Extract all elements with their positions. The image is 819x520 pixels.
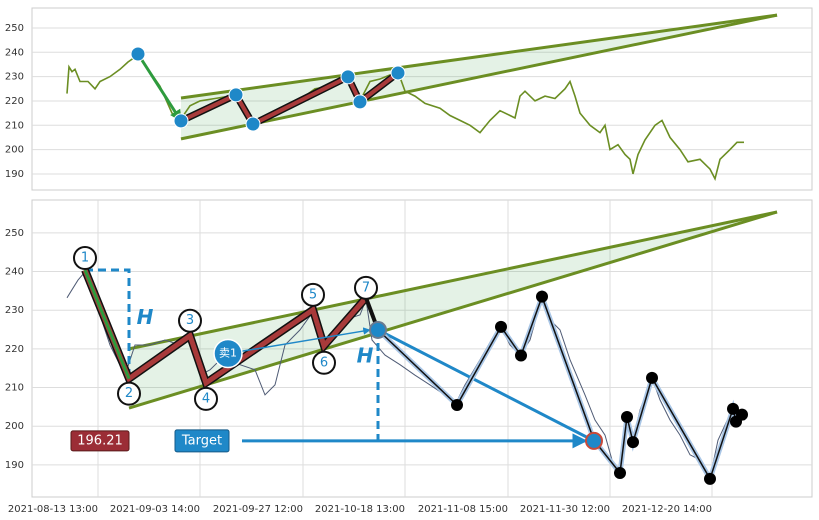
pivot (340, 69, 356, 85)
pivot-label-ring (354, 275, 378, 300)
pivot-label: 2 (125, 386, 133, 401)
x-tick-label: 2021-11-30 12:00 (520, 504, 610, 515)
y-tick-label: 230 (5, 72, 24, 83)
target-value: 196.21 (77, 433, 123, 448)
pivot-label: 3 (186, 313, 194, 328)
pivot-label-ring (194, 386, 218, 411)
x-tick-label: 2021-08-13 13:00 (8, 504, 98, 515)
wedge-upper (128, 210, 778, 351)
y-tick-label: 210 (5, 120, 24, 131)
pivot-label: 1 (81, 250, 89, 265)
zigzag-point (515, 349, 527, 362)
height-label: H (357, 343, 374, 367)
zigzag-point (727, 402, 739, 415)
pivot (228, 87, 244, 103)
x-tick-label: 2021-09-03 14:00 (110, 504, 200, 515)
target-point (585, 431, 603, 450)
zigzag-point (704, 472, 716, 485)
pivot-label: 5 (309, 287, 317, 302)
first-leg (83, 269, 131, 380)
y-tick-label: 190 (5, 460, 24, 471)
sell-point (213, 338, 243, 369)
breakout-point (369, 320, 387, 339)
y-tick-label: 190 (5, 169, 24, 180)
zigzag-point (621, 410, 633, 423)
wedge-lower (180, 13, 778, 141)
target-label: Target (181, 433, 222, 448)
pivot-label-ring (301, 282, 325, 307)
height-label: H (137, 305, 154, 329)
pivot-label: 6 (320, 355, 328, 370)
x-tick-label: 2021-12-20 14:00 (622, 504, 712, 515)
zigzag-point (451, 398, 463, 411)
sell-line (227, 327, 371, 355)
y-tick-label: 200 (5, 421, 24, 432)
y-tick-label: 230 (5, 305, 24, 316)
pivot (390, 65, 406, 81)
zigzag-point (646, 371, 658, 384)
pivot (352, 94, 368, 110)
projection-line (377, 328, 595, 443)
zigzag-point (495, 320, 507, 333)
y-tick-label: 250 (5, 228, 24, 239)
zigzag-point (627, 436, 639, 449)
x-tick-label: 2021-10-18 13:00 (315, 504, 405, 515)
pivot-label: 4 (202, 391, 210, 406)
x-tick-label: 2021-11-08 15:00 (418, 504, 508, 515)
y-tick-label: 240 (5, 267, 24, 278)
pivot-label-ring (312, 350, 336, 375)
pattern-line (180, 71, 400, 127)
zigzag-point (614, 467, 626, 480)
y-tick-label: 210 (5, 383, 24, 394)
first-leg (136, 53, 183, 122)
zigzag-point (536, 290, 548, 303)
y-tick-label: 250 (5, 23, 24, 34)
target-value-box (70, 430, 130, 452)
sell-label: 卖1 (219, 347, 237, 360)
wedge-lower (128, 210, 778, 410)
height-measure (85, 268, 131, 379)
pivot-label-ring (178, 308, 202, 333)
y-tick-label: 200 (5, 145, 24, 156)
x-tick-label: 2021-09-27 12:00 (213, 504, 303, 515)
pivot (173, 113, 189, 129)
wedge-upper (180, 13, 778, 100)
y-tick-label: 240 (5, 47, 24, 58)
pivot (130, 46, 146, 62)
pivot-label-ring (117, 381, 141, 406)
y-tick-label: 220 (5, 96, 24, 107)
pivot-label: 7 (362, 280, 370, 295)
target-label-box (174, 429, 230, 453)
zigzag-point (736, 408, 748, 421)
y-tick-label: 220 (5, 344, 24, 355)
plot-area (31, 7, 813, 191)
pivot-label-ring (73, 245, 97, 270)
pivot (245, 116, 261, 132)
